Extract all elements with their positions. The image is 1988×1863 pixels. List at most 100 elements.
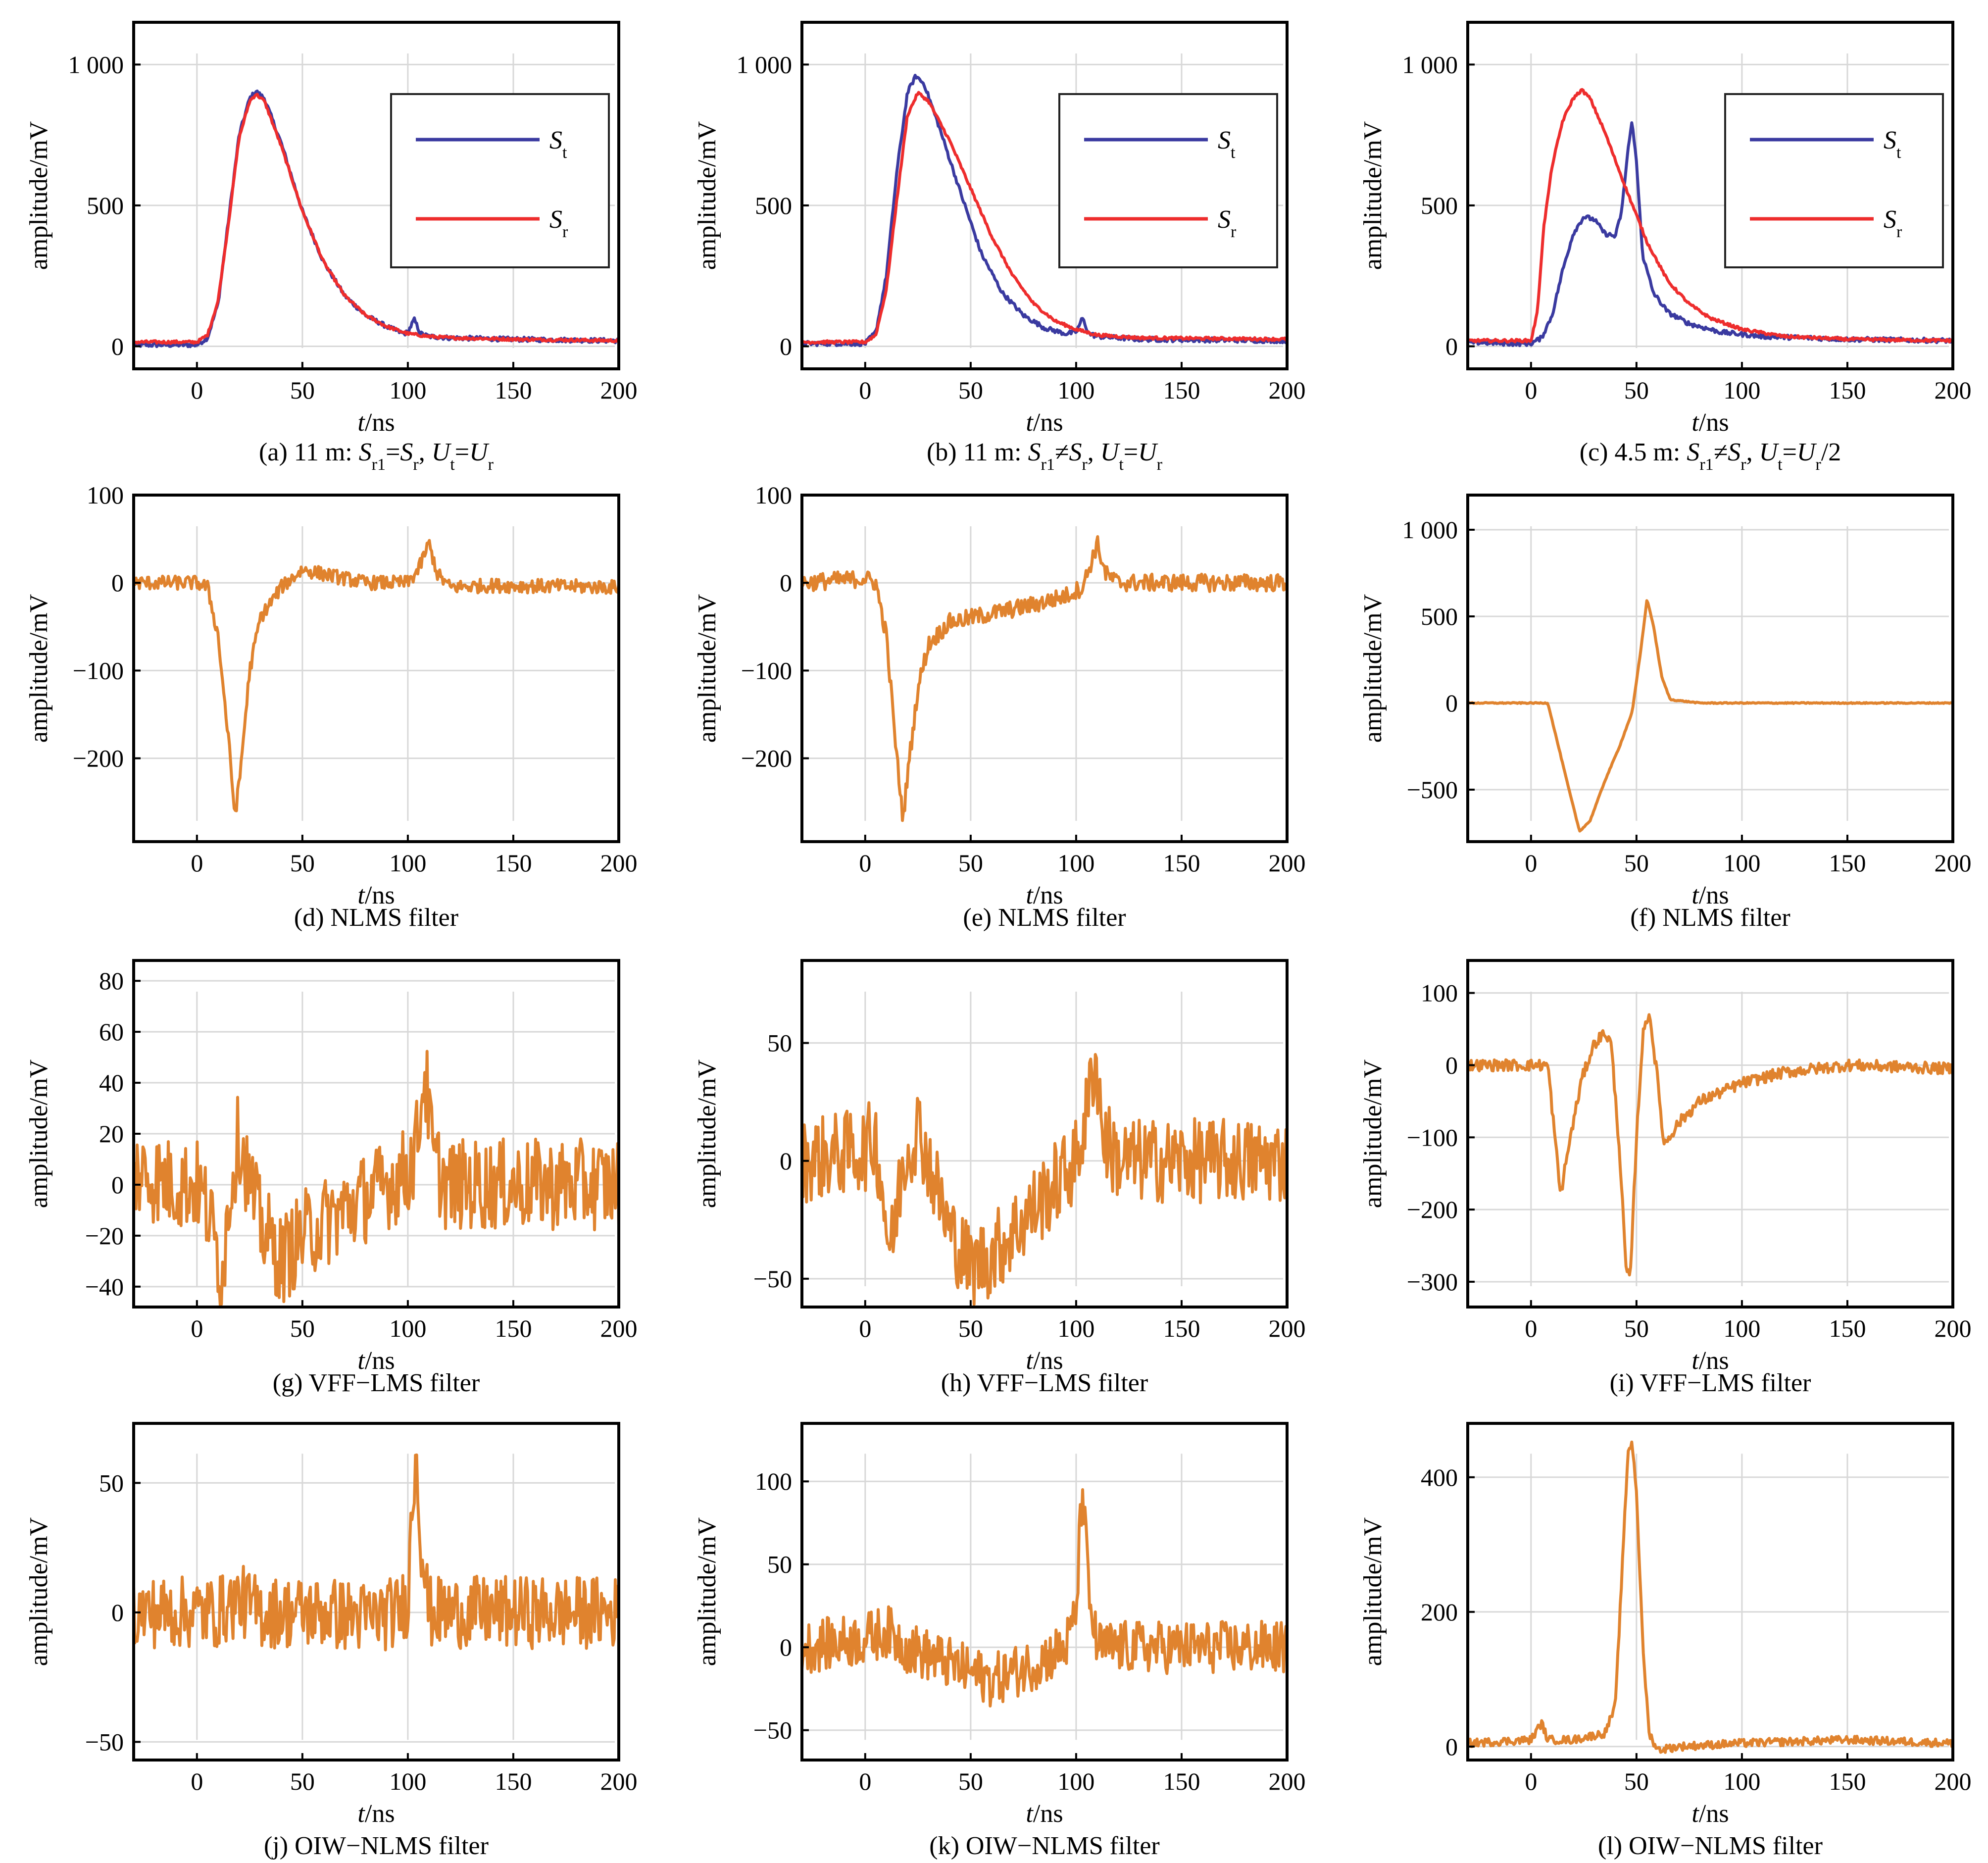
legend-box <box>390 93 610 268</box>
x-tick-label: 50 <box>1624 1314 1649 1342</box>
x-axis-unit: /ns <box>1699 1800 1729 1828</box>
legend-label-name: S <box>1218 205 1231 234</box>
grid <box>1472 526 1954 821</box>
grid <box>806 494 1288 821</box>
caption-segment: U <box>1797 438 1817 466</box>
caption-prefix: (c) 4.5 m: <box>1580 438 1687 466</box>
x-axis-label: t/ns <box>1026 408 1063 437</box>
y-tick-label: −200 <box>73 745 124 772</box>
series-line-filtered <box>800 1053 1289 1306</box>
series-line-Sr <box>1467 88 1953 344</box>
plot-frame <box>1466 494 1954 843</box>
x-axis-unit: /ns <box>365 1800 395 1828</box>
legend-label-name: S <box>549 205 562 234</box>
caption-prefix: (f) NLMS filter <box>1630 904 1790 932</box>
x-axis-label: t/ns <box>1026 1347 1063 1375</box>
x-tick-label: 150 <box>1163 1767 1200 1795</box>
panel-h: 0 50 100 150 200 −50 0 50 t/ns amplitude/mV (h) VF… <box>693 959 1306 1397</box>
x-tick-label: 50 <box>1624 1767 1649 1795</box>
y-tick-label: 500 <box>1421 603 1458 630</box>
caption-prefix: (l) OIW−NLMS filter <box>1598 1832 1823 1860</box>
y-tick-label: −40 <box>85 1273 124 1301</box>
caption-segment: , <box>1088 438 1100 466</box>
y-tick-label: −300 <box>1407 1268 1458 1296</box>
series-line-filtered <box>800 535 1288 822</box>
caption-segment: S <box>1728 438 1740 466</box>
y-axis-label: amplitude/mV <box>1359 1517 1387 1666</box>
legend-label: Sr <box>1218 205 1237 241</box>
y-tick-label: 400 <box>1421 1463 1458 1491</box>
y-tick-label: −100 <box>73 656 124 684</box>
y-tick-label: 100 <box>87 481 124 509</box>
caption-segment: S <box>359 438 372 466</box>
x-tick-label: 50 <box>290 849 315 877</box>
y-tick-label: −100 <box>741 656 792 684</box>
x-tick-label: 0 <box>1525 376 1537 404</box>
caption-prefix: (d) NLMS filter <box>294 904 458 932</box>
plot-frame <box>800 1422 1289 1762</box>
y-tick-label: 500 <box>87 192 124 219</box>
grid <box>1472 1454 1954 1748</box>
x-tick-label: 150 <box>1829 376 1866 404</box>
x-tick-label: 100 <box>1057 1767 1094 1795</box>
x-tick-label: 100 <box>1057 849 1094 877</box>
panel-c: 0 50 100 150 200 0 500 1 000 t/ns amplitude/mV (c)… <box>1359 21 1972 474</box>
y-tick-label: 1 000 <box>1402 50 1458 78</box>
series-line-filtered <box>132 1050 620 1307</box>
legend-label-name: S <box>549 126 562 154</box>
x-axis-label: t/ns <box>357 1800 395 1828</box>
x-tick-label: 100 <box>1057 376 1094 404</box>
y-axis-label: amplitude/mV <box>693 594 721 743</box>
series-line-filtered <box>1466 1013 1954 1277</box>
x-tick-label: 50 <box>958 849 983 877</box>
x-tick-label: 50 <box>958 376 983 404</box>
legend-label: Sr <box>549 205 568 241</box>
caption-segment: r1 <box>372 455 386 474</box>
x-tick-label: 150 <box>1829 849 1866 877</box>
y-axis-label: amplitude/mV <box>693 1059 721 1208</box>
y-tick-label: 1 000 <box>737 50 793 78</box>
y-tick-label: 0 <box>111 569 124 597</box>
x-axis-unit: /ns <box>1033 881 1063 909</box>
caption-segment: S <box>1687 438 1699 466</box>
x-tick-label: 0 <box>1525 1767 1537 1795</box>
x-tick-label: 200 <box>600 376 638 404</box>
caption-segment: r <box>1815 455 1821 474</box>
x-tick-label: 50 <box>290 376 315 404</box>
caption-segment: t <box>1778 455 1783 474</box>
x-tick-label: 100 <box>1723 849 1760 877</box>
x-axis-var: t <box>1026 881 1034 909</box>
x-axis-unit: /ns <box>1033 1800 1063 1828</box>
x-tick-label: 100 <box>389 1314 426 1342</box>
plot-frame <box>1466 1422 1954 1762</box>
y-axis-label: amplitude/mV <box>693 1517 721 1666</box>
x-axis-var: t <box>1026 408 1034 437</box>
x-axis-var: t <box>1691 408 1699 437</box>
x-tick-label: 100 <box>389 376 426 404</box>
x-tick-label: 0 <box>191 376 203 404</box>
series-line-filtered <box>1467 1440 1954 1754</box>
caption-segment: = <box>455 438 469 466</box>
panel-caption: (i) VFF−LMS filter <box>1610 1369 1811 1397</box>
x-axis-unit: /ns <box>1033 1347 1063 1375</box>
caption-segment: t <box>450 455 455 474</box>
y-tick-label: −50 <box>753 1265 792 1293</box>
x-tick-label: 200 <box>600 1767 638 1795</box>
caption-segment: r <box>413 455 419 474</box>
x-tick-label: 100 <box>1723 1767 1760 1795</box>
x-tick-label: 200 <box>1269 376 1306 404</box>
x-tick-label: 50 <box>1624 376 1649 404</box>
panel-a: 0 50 100 150 200 0 500 1 000 t/ns amplitude/mV (a)… <box>25 21 638 474</box>
panel-caption: (c) 4.5 m: Sr1≠Sr, Ut=Ur/2 <box>1580 438 1841 474</box>
y-tick-label: −50 <box>85 1728 124 1756</box>
x-tick-label: 200 <box>600 849 638 877</box>
x-axis-unit: /ns <box>365 408 395 437</box>
y-tick-label: 1 000 <box>68 50 124 78</box>
x-tick-label: 150 <box>495 376 532 404</box>
x-axis-var: t <box>1691 1347 1699 1375</box>
legend-label: St <box>1218 126 1236 162</box>
caption-segment: r <box>488 455 494 474</box>
x-tick-label: 100 <box>1723 376 1760 404</box>
plot-frame <box>800 21 1289 370</box>
